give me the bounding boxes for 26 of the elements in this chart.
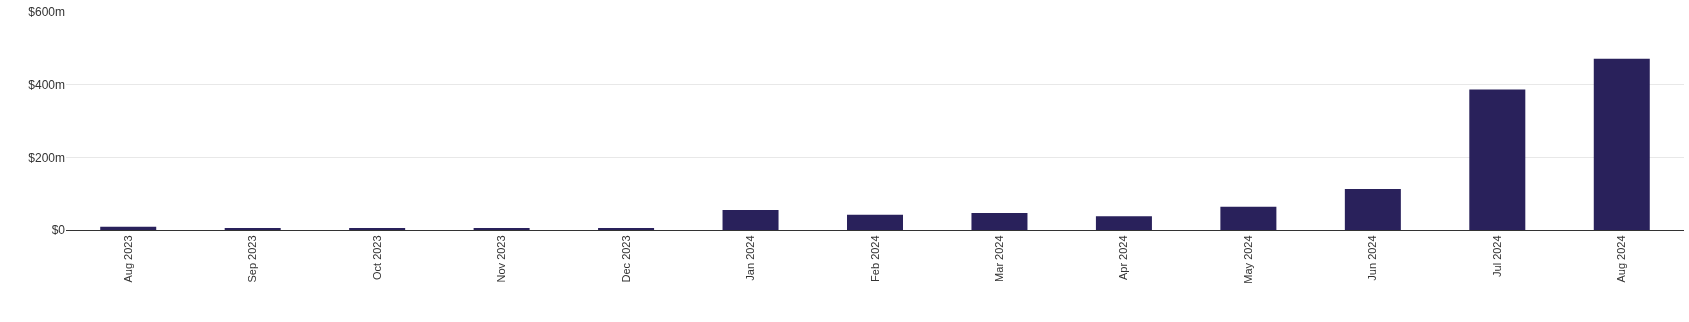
x-tick-label: Nov 2023 — [495, 235, 508, 283]
bar — [971, 212, 1028, 230]
bar — [1593, 58, 1650, 230]
x-tick-label: May 2024 — [1241, 235, 1254, 284]
bar — [722, 210, 779, 230]
x-tick-label: Oct 2023 — [370, 235, 383, 281]
y-tick-label: $0 — [51, 223, 66, 238]
x-tick-label: Jan 2024 — [744, 235, 757, 281]
y-tick-label: $200m — [28, 150, 65, 165]
x-tick-label: Apr 2024 — [1117, 235, 1130, 281]
bar — [1095, 216, 1152, 230]
bar — [1220, 206, 1277, 230]
bar — [1344, 188, 1401, 230]
x-tick-label: Jun 2024 — [1366, 235, 1379, 281]
y-tick-label: $400m — [28, 77, 65, 92]
bar — [1469, 89, 1526, 230]
bar — [100, 226, 157, 230]
x-tick-label: Dec 2023 — [619, 235, 632, 283]
x-tick-label: Jul 2024 — [1490, 235, 1503, 277]
bar — [847, 214, 903, 230]
x-tick-label: Aug 2024 — [1615, 235, 1628, 283]
x-tick-label: Feb 2024 — [868, 235, 881, 282]
y-tick-label: $600m — [28, 5, 65, 20]
x-tick-label: Sep 2023 — [246, 235, 259, 283]
x-tick-label: Aug 2023 — [121, 235, 134, 283]
x-tick-label: Mar 2024 — [993, 235, 1006, 282]
